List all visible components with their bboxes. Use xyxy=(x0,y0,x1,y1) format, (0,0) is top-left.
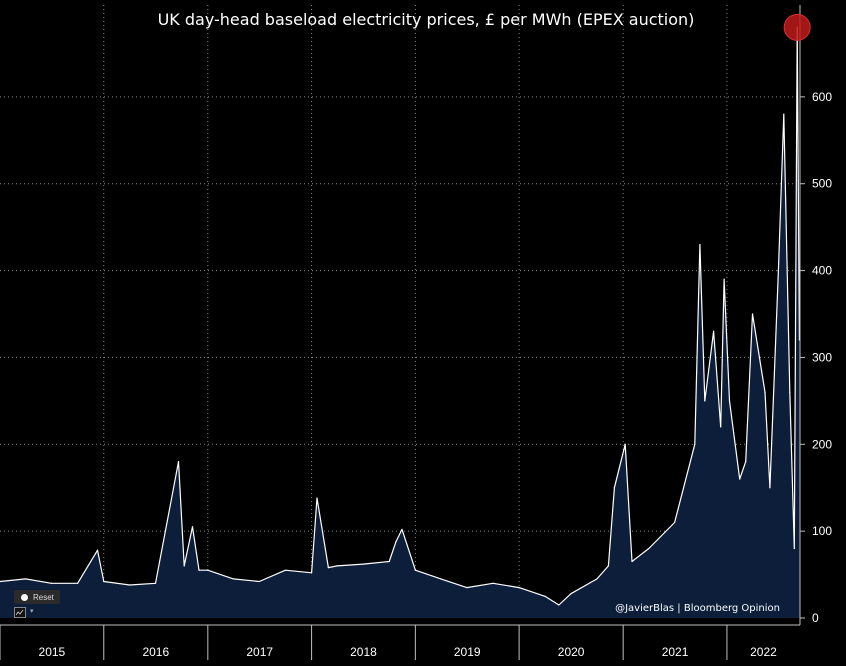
price-point xyxy=(518,587,520,589)
y-tick-label: 300 xyxy=(812,350,832,364)
y-tick-label: 400 xyxy=(812,264,832,278)
price-point xyxy=(177,461,180,463)
price-point xyxy=(613,487,615,489)
price-point xyxy=(558,604,560,606)
price-point xyxy=(624,443,626,445)
price-point xyxy=(129,584,131,586)
price-point xyxy=(544,595,546,597)
price-point xyxy=(631,560,633,563)
x-tick-label: 2019 xyxy=(454,645,481,659)
chart-type-button[interactable] xyxy=(14,607,26,618)
price-point xyxy=(728,400,731,402)
price-point xyxy=(401,528,403,531)
price-point xyxy=(440,578,442,580)
price-point xyxy=(96,549,99,551)
price-point xyxy=(316,497,318,499)
price-point xyxy=(336,565,338,567)
price-area xyxy=(0,27,800,618)
price-point xyxy=(739,478,741,480)
price-point xyxy=(764,391,766,393)
price-point xyxy=(50,582,53,584)
price-point xyxy=(648,547,650,550)
reset-button[interactable]: Reset xyxy=(14,590,60,604)
price-point xyxy=(699,243,701,246)
x-tick-label: 2022 xyxy=(750,645,777,659)
x-tick-label: 2018 xyxy=(350,645,377,659)
price-point xyxy=(395,540,397,543)
price-point xyxy=(712,330,715,332)
line-chart-icon xyxy=(16,609,24,616)
price-point xyxy=(327,567,329,569)
price-point xyxy=(777,269,779,272)
x-tick-label: 2020 xyxy=(558,645,585,659)
price-point xyxy=(674,521,676,524)
price-point xyxy=(789,391,791,393)
credit-label: @JavierBlas | Bloomberg Opinion xyxy=(615,603,780,614)
chevron-down-icon[interactable]: ▾ xyxy=(30,608,34,615)
x-tick-label: 2015 xyxy=(39,645,66,659)
price-point xyxy=(154,582,157,584)
price-point xyxy=(0,580,1,583)
price-point xyxy=(596,578,598,580)
x-tick-label: 2021 xyxy=(662,645,689,659)
price-point xyxy=(24,578,27,580)
y-tick-label: 500 xyxy=(812,177,832,191)
x-tick-label: 2017 xyxy=(246,645,273,659)
price-point xyxy=(183,565,185,567)
peak-highlight-marker xyxy=(783,13,811,41)
x-tick-label: 2016 xyxy=(142,645,169,659)
price-point xyxy=(414,569,416,571)
price-point xyxy=(570,593,572,595)
price-point xyxy=(704,400,706,402)
y-tick-label: 100 xyxy=(812,524,832,538)
price-point xyxy=(769,487,771,489)
y-tick-label: 200 xyxy=(812,437,832,451)
price-point xyxy=(362,563,364,565)
price-point xyxy=(783,113,785,115)
y-tick-label: 600 xyxy=(812,90,832,104)
price-point xyxy=(232,578,235,580)
price-point xyxy=(207,569,209,571)
reset-label: Reset xyxy=(33,592,54,602)
price-point xyxy=(258,580,260,583)
y-tick-label: 0 xyxy=(812,611,819,625)
price-point xyxy=(466,587,468,589)
price-point xyxy=(77,582,79,584)
plot-area xyxy=(0,26,801,618)
y-axis: 0 100 200 300 400 500 600 xyxy=(800,90,832,625)
price-point xyxy=(607,565,609,567)
price-point xyxy=(492,582,494,584)
price-point xyxy=(720,426,722,428)
price-point xyxy=(694,443,696,445)
price-point xyxy=(793,547,795,550)
price-point xyxy=(723,278,725,280)
price-point xyxy=(310,572,313,574)
price-point xyxy=(103,580,105,583)
price-point xyxy=(198,569,200,571)
price-point xyxy=(191,526,194,528)
price-point xyxy=(388,560,390,563)
x-axis: 2015 2016 2017 2018 2019 2020 2021 2022 xyxy=(0,625,777,660)
gridlines xyxy=(0,5,800,618)
price-point xyxy=(751,313,754,315)
chart-title: UK day-head baseload electricity prices,… xyxy=(158,10,695,29)
price-point xyxy=(745,461,747,463)
reset-icon xyxy=(21,593,28,601)
price-point xyxy=(284,569,287,571)
